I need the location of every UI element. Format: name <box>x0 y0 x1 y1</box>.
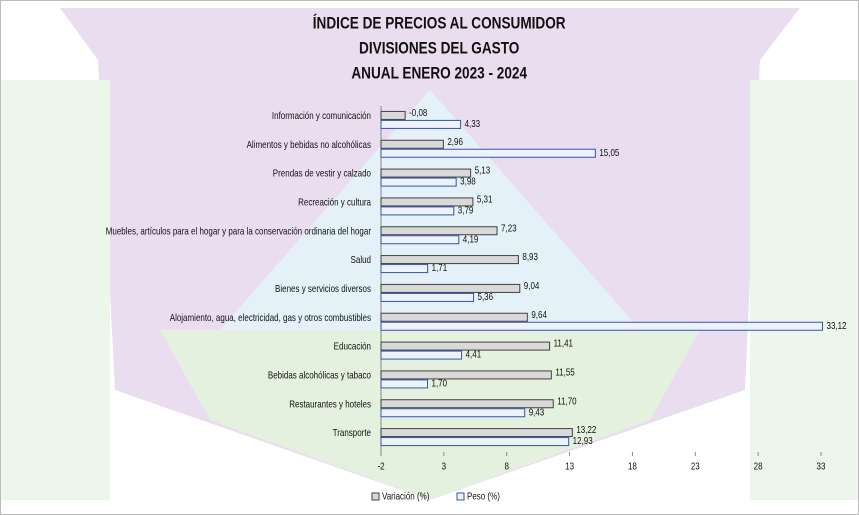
bar <box>380 399 554 409</box>
category-label: Muebles, artículos para el hogar y para … <box>106 226 371 237</box>
value-label: 8,93 <box>522 251 538 262</box>
bar <box>380 255 519 265</box>
bar <box>380 235 460 245</box>
bar <box>380 119 462 129</box>
category-label: Salud <box>351 254 371 265</box>
legend-swatch <box>456 492 465 501</box>
category-label: Alojamiento, agua, electricidad, gas y o… <box>170 312 372 323</box>
value-label: 15,05 <box>599 147 619 158</box>
bar <box>380 283 521 293</box>
value-label: 4,19 <box>463 234 479 245</box>
value-label: 4,33 <box>465 118 481 129</box>
value-label: 2,96 <box>447 136 463 147</box>
bar <box>380 206 455 216</box>
value-label: 3,79 <box>458 205 474 216</box>
bar <box>380 148 596 158</box>
chart-title: ANUAL ENERO 2023 - 2024 <box>351 64 527 83</box>
bar <box>380 226 498 236</box>
x-tick-label: 28 <box>754 461 763 472</box>
bar <box>380 321 824 331</box>
legend-swatch <box>371 492 380 501</box>
labels: -2 3 8 13 18 23 28 33 Información y comunicación… <box>106 107 847 502</box>
x-tick-label: 23 <box>691 461 700 472</box>
category-label: Bebidas alcohólicas y tabaco <box>268 370 371 381</box>
x-tick-label: 13 <box>565 461 574 472</box>
bar <box>380 437 570 447</box>
x-tick-label: 8 <box>504 461 508 472</box>
x-tick-label: -2 <box>377 461 384 472</box>
value-label: 12,93 <box>573 435 593 446</box>
value-label: 4,41 <box>466 349 482 360</box>
category-label: Restaurantes y hoteles <box>289 399 371 410</box>
value-label: 1,71 <box>432 262 448 273</box>
value-label: 13,22 <box>576 424 596 435</box>
value-label: 5,13 <box>475 165 491 176</box>
bar <box>380 350 463 360</box>
x-tick-label: 33 <box>817 461 826 472</box>
value-label: 11,55 <box>555 367 574 378</box>
category-label: Educación <box>334 341 371 352</box>
category-label: Información y comunicación <box>272 110 371 121</box>
bar <box>380 110 406 120</box>
chart-title: DIVISIONES DEL GASTO <box>359 39 519 58</box>
bar <box>380 379 429 389</box>
category-label: Prendas de vestir y calzado <box>273 168 371 179</box>
value-label: 11,41 <box>554 338 573 349</box>
legend-label: Peso (%) <box>467 491 500 502</box>
bar <box>380 341 551 351</box>
value-label: 9,43 <box>529 407 545 418</box>
value-label: 9,64 <box>531 309 547 320</box>
value-label: -0,08 <box>409 107 427 118</box>
x-tick-label: 18 <box>628 461 637 472</box>
value-label: 5,36 <box>478 291 494 302</box>
value-label: 1,70 <box>432 378 448 389</box>
bar <box>380 264 429 274</box>
bar <box>380 370 552 380</box>
value-label: 3,98 <box>460 176 476 187</box>
legend-label: Variación (%) <box>382 491 429 502</box>
value-label: 7,23 <box>501 223 517 234</box>
category-label: Bienes y servicios diversos <box>275 283 371 294</box>
bar <box>380 139 444 149</box>
category-label: Alimentos y bebidas no alcohólicas <box>247 139 372 150</box>
category-label: Recreación y cultura <box>298 197 372 208</box>
bar <box>380 428 573 438</box>
bar <box>380 312 528 322</box>
bar <box>380 408 526 418</box>
bar <box>380 292 475 302</box>
category-label: Transporte <box>333 427 371 438</box>
value-label: 11,70 <box>557 396 576 407</box>
x-tick-label: 3 <box>442 461 446 472</box>
bar <box>380 197 474 207</box>
watermark <box>0 8 859 500</box>
value-label: 9,04 <box>524 280 540 291</box>
value-label: 33,12 <box>827 320 847 331</box>
chart-title: ÍNDICE DE PRECIOS AL CONSUMIDOR <box>313 14 566 33</box>
value-label: 5,31 <box>477 194 493 205</box>
bar <box>380 168 472 178</box>
bar <box>380 177 457 187</box>
